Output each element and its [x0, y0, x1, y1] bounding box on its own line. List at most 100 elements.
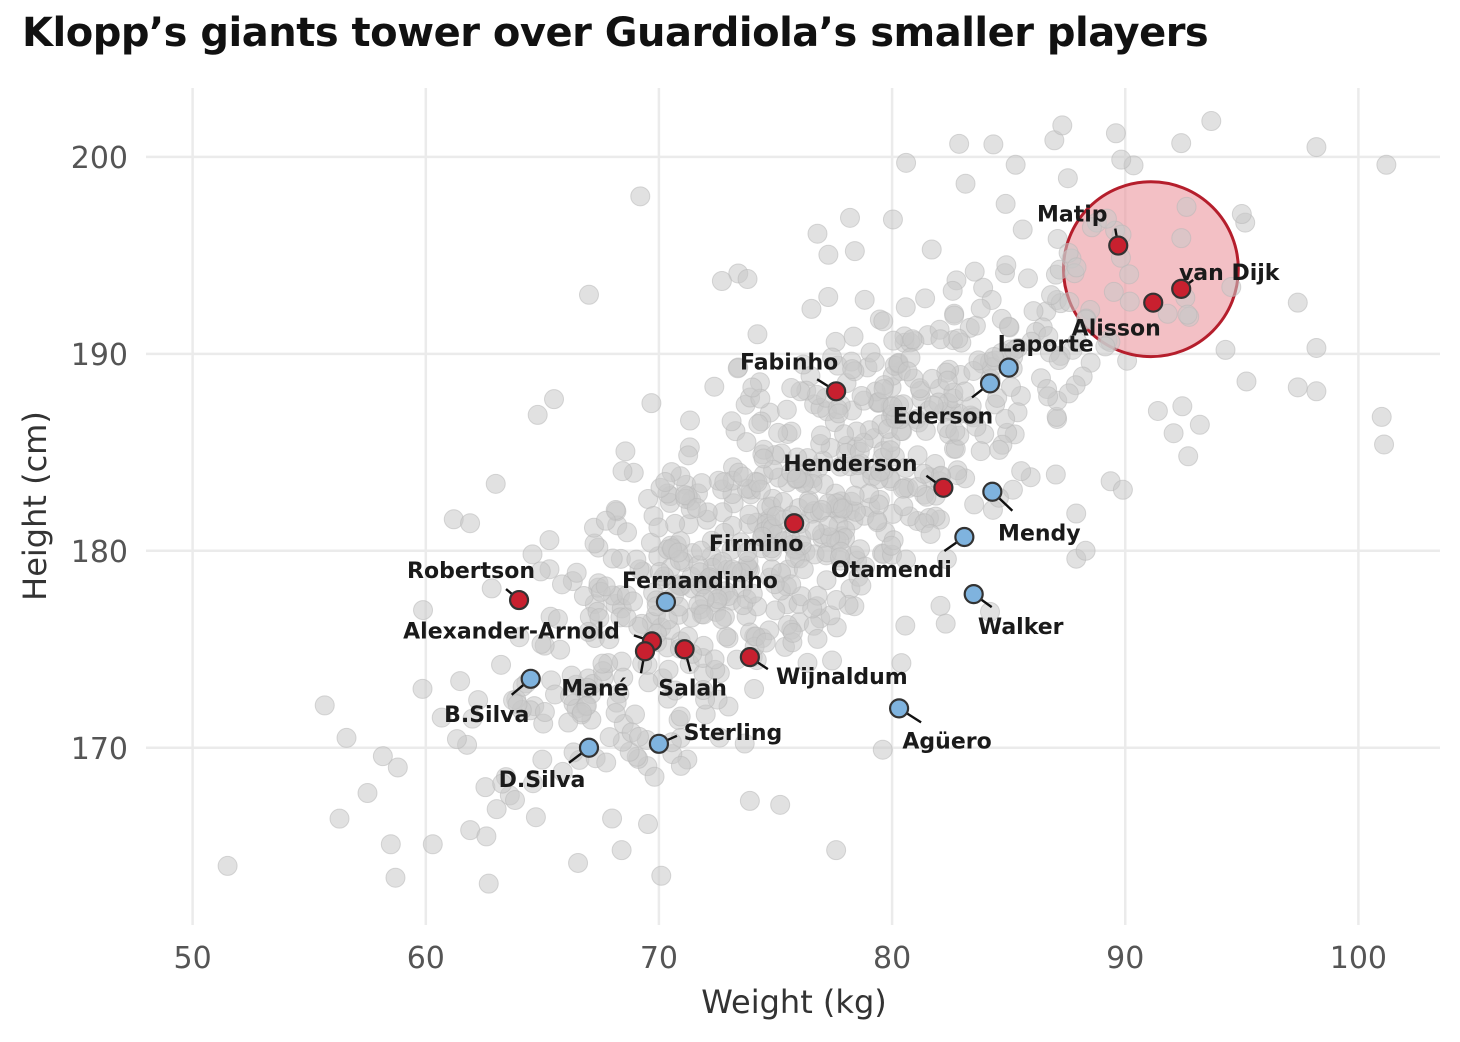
background-point [882, 209, 903, 230]
background-point [625, 704, 646, 725]
background-point [1103, 281, 1124, 302]
background-point [855, 556, 876, 577]
background-point [930, 595, 951, 616]
background-point [907, 445, 928, 466]
background-point [1058, 383, 1079, 404]
background-point [923, 395, 944, 416]
background-point [768, 422, 789, 443]
player-point [979, 373, 1001, 394]
background-point [872, 739, 893, 760]
player-label: Mendy [998, 522, 1081, 547]
background-point [1236, 371, 1257, 392]
background-point [970, 298, 991, 319]
player-point [739, 647, 760, 668]
background-point [630, 186, 651, 207]
background-point [1011, 461, 1032, 482]
background-point [921, 239, 942, 260]
background-point [539, 530, 560, 551]
background-point [1376, 154, 1397, 175]
background-point [896, 549, 917, 570]
background-point [870, 461, 891, 482]
background-point [1231, 204, 1252, 225]
player-label: B.Silva [444, 703, 529, 728]
background-point [893, 496, 914, 517]
background-point [895, 615, 916, 636]
player-point [933, 477, 954, 498]
background-point [828, 403, 849, 424]
background-point [1038, 386, 1059, 407]
background-point [525, 807, 546, 828]
grid-lines [146, 88, 1440, 925]
background-point [1171, 133, 1192, 154]
background-point [793, 354, 814, 375]
background-point [592, 653, 613, 674]
background-point [1023, 301, 1044, 322]
background-point [1371, 406, 1392, 427]
background-point [691, 540, 712, 561]
background-point [782, 622, 803, 643]
player-label: Alexander-Arnold [403, 619, 620, 644]
background-point [1059, 292, 1080, 313]
background-point [1374, 434, 1395, 455]
background-point [523, 773, 544, 794]
background-point [485, 473, 506, 494]
background-point [822, 650, 843, 671]
background-point [873, 379, 894, 400]
background-point [802, 598, 823, 619]
background-point [530, 561, 551, 582]
background-point [680, 410, 701, 431]
background-point [955, 173, 976, 194]
background-point [626, 549, 647, 570]
background-point [737, 269, 758, 290]
background-point [1171, 228, 1192, 249]
background-point [980, 601, 1001, 622]
background-point [1005, 154, 1026, 175]
background-point [658, 659, 679, 680]
player-point [982, 481, 1003, 502]
background-point [998, 316, 1019, 337]
player-label: Salah [658, 676, 727, 701]
background-point [801, 298, 822, 319]
x-tick-label: 60 [407, 941, 445, 976]
background-point [623, 591, 644, 612]
player-label: van Dijk [1179, 261, 1281, 286]
background-point [742, 377, 763, 398]
player-point [1143, 292, 1164, 313]
background-point [797, 652, 818, 673]
background-point [995, 408, 1016, 429]
background-point [989, 439, 1010, 460]
y-tick-label: 180 [71, 535, 128, 570]
background-point [944, 305, 965, 326]
background-point [930, 329, 951, 350]
background-point [1096, 208, 1117, 229]
background-point [721, 411, 742, 432]
background-point [897, 361, 918, 382]
player-label: Fabinho [740, 350, 838, 375]
background-point [1221, 277, 1242, 298]
background-point [995, 193, 1016, 214]
background-point [996, 255, 1017, 276]
background-point [851, 575, 872, 596]
background-points [217, 111, 1397, 894]
background-point [665, 680, 686, 701]
background-point [711, 609, 732, 630]
background-point [804, 520, 825, 541]
player-point [998, 357, 1019, 378]
background-point [412, 678, 433, 699]
background-point [806, 384, 827, 405]
background-point [492, 773, 513, 794]
background-points-overlay [1049, 196, 1242, 357]
x-axis-ticks: 50 60 70 80 90 100 [174, 941, 1387, 976]
background-point [380, 834, 401, 855]
background-point [385, 867, 406, 888]
background-point [665, 513, 686, 534]
background-point [714, 472, 735, 493]
background-point [755, 632, 776, 653]
background-point [983, 134, 1004, 155]
player-label: Robertson [407, 559, 535, 584]
background-point [747, 324, 768, 345]
x-tick-label: 90 [1106, 941, 1144, 976]
background-point [486, 799, 507, 820]
background-point [1057, 168, 1078, 189]
